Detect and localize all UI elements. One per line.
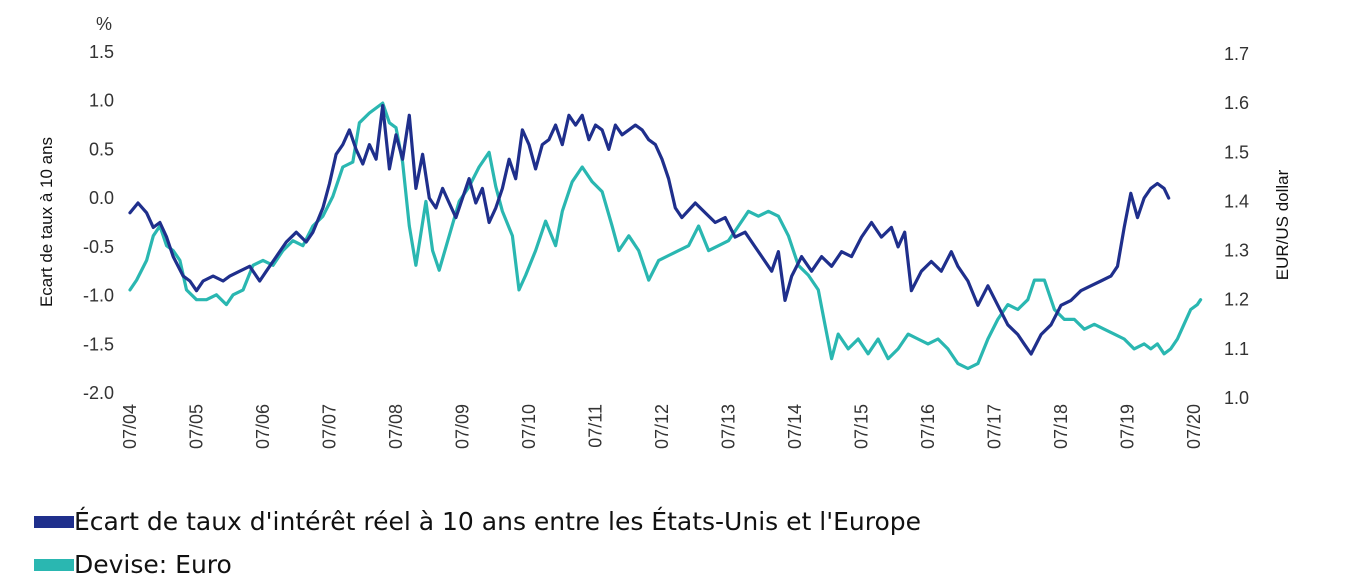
x-tick-label: 07/16 — [918, 404, 938, 449]
x-tick-label: 07/13 — [719, 404, 739, 449]
x-tick-label: 07/18 — [1051, 404, 1071, 449]
right-tick-label: 1.1 — [1224, 339, 1249, 359]
x-tick-label: 07/10 — [519, 404, 539, 449]
x-tick-label: 07/08 — [386, 404, 406, 449]
series-layer — [128, 101, 1203, 371]
left-tick-label: -2.0 — [83, 383, 114, 403]
right-tick-label: 1.3 — [1224, 241, 1249, 261]
x-tick-label: 07/05 — [187, 404, 207, 449]
x-tick-label: 07/14 — [785, 404, 805, 449]
legend-label-euro: Devise: Euro — [74, 550, 232, 579]
x-tick-label: 07/20 — [1184, 404, 1204, 449]
legend-label-spread: Écart de taux d'intérêt réel à 10 ans en… — [74, 507, 921, 536]
x-tick-label: 07/04 — [120, 404, 140, 449]
x-tick-label: 07/07 — [320, 404, 340, 449]
legend-swatch-spread — [34, 515, 74, 528]
x-tick-label: 07/15 — [852, 404, 872, 449]
left-tick-label: -1.0 — [83, 286, 114, 306]
legend-swatch-euro — [34, 558, 74, 571]
series-line-spread — [128, 104, 1171, 356]
left-axis-ticks: 1.5 1.0 0.5 0.0 -0.5 -1.0 -1.5 -2.0 — [83, 42, 114, 403]
right-tick-label: 1.6 — [1224, 93, 1249, 113]
x-tick-label: 07/09 — [453, 404, 473, 449]
left-axis-unit: % — [96, 14, 112, 34]
x-tick-label: 07/06 — [253, 404, 273, 449]
left-tick-label: -0.5 — [83, 237, 114, 257]
right-tick-label: 1.2 — [1224, 290, 1249, 310]
right-tick-label: 1.4 — [1224, 191, 1249, 211]
right-tick-label: 1.5 — [1224, 142, 1249, 162]
left-tick-label: -1.5 — [83, 334, 114, 354]
x-tick-label: 07/19 — [1118, 404, 1138, 449]
right-tick-label: 1.7 — [1224, 44, 1249, 64]
legend-item-spread: Écart de taux d'intérêt réel à 10 ans en… — [34, 507, 921, 536]
left-tick-label: 0.5 — [89, 139, 114, 159]
chart: 1.51.00.50.0-0.5-1.0-1.5-2.0 1.71.61.51.… — [37, 14, 1292, 449]
left-axis-label: Ecart de taux à 10 ans — [37, 137, 56, 307]
x-tick-label: 07/11 — [586, 404, 606, 448]
right-tick-label: 1.0 — [1224, 388, 1249, 408]
x-tick-label: 07/17 — [985, 404, 1005, 449]
left-tick-label: 1.5 — [89, 42, 114, 62]
legend-item-euro: Devise: Euro — [34, 550, 232, 579]
left-tick-label: 0.0 — [89, 188, 114, 208]
series-line-euro — [128, 101, 1203, 371]
right-axis-ticks: 1.7 1.6 1.5 1.4 1.3 1.2 1.1 1.0 — [1224, 44, 1249, 408]
x-axis-ticks: 07/04 07/05 07/06 07/07 07/08 07/09 07/10 07/11… — [120, 404, 1204, 449]
right-axis-label: EUR/US dollar — [1273, 169, 1292, 280]
x-tick-label: 07/12 — [652, 404, 672, 449]
left-tick-label: 1.0 — [89, 91, 114, 111]
